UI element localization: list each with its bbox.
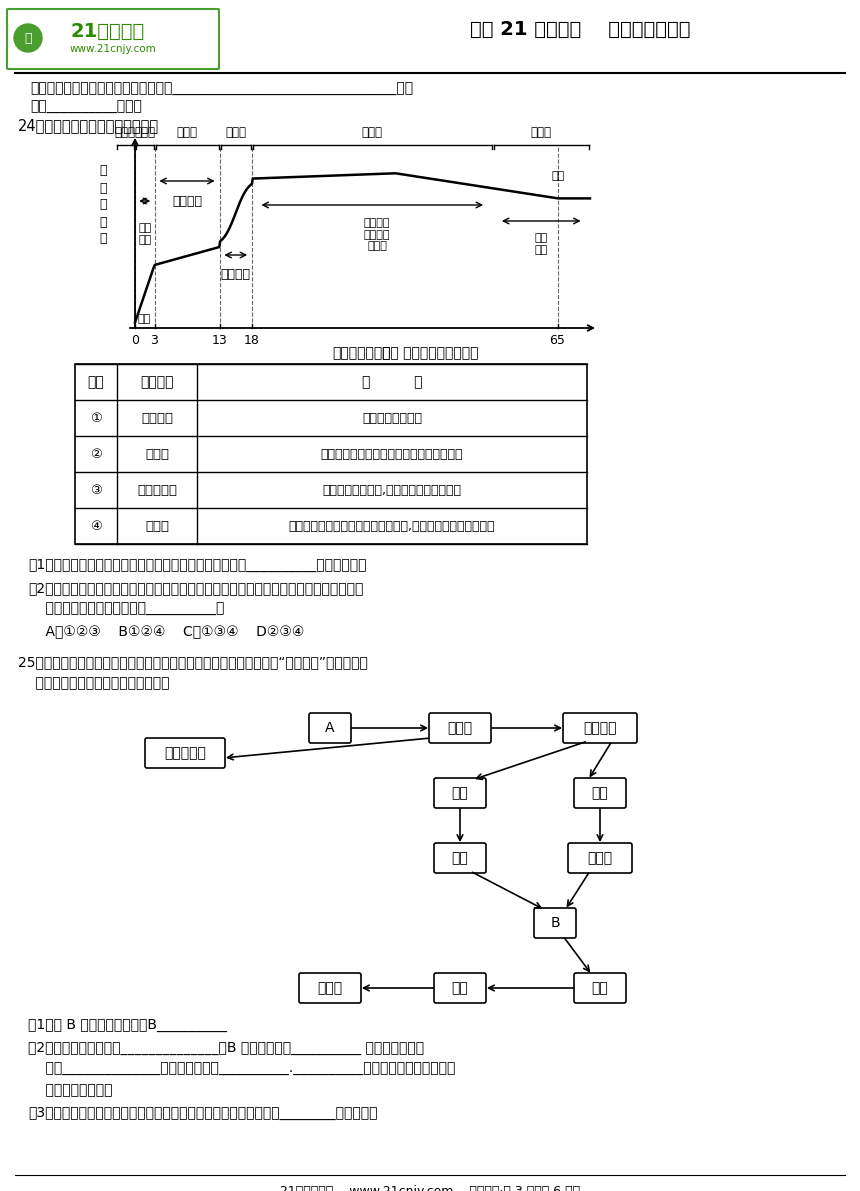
Text: 现代类人猿: 现代类人猿 — [164, 746, 206, 760]
Text: ②: ② — [90, 448, 102, 461]
Text: 性激素: 性激素 — [145, 519, 169, 532]
Text: 24、请根据下列图和表回答问题：: 24、请根据下列图和表回答问题： — [18, 118, 159, 133]
FancyBboxPatch shape — [568, 843, 632, 873]
Text: （2）产生精子的器官是______________。B 的形成发生在__________ 内。胎儿是在母: （2）产生精子的器官是______________。B 的形成发生在______… — [28, 1041, 424, 1055]
Text: 序号: 序号 — [88, 375, 104, 389]
Text: 人: 人 — [24, 31, 32, 44]
Text: 重: 重 — [99, 181, 107, 194]
FancyBboxPatch shape — [309, 713, 351, 743]
Text: 生长激素: 生长激素 — [141, 412, 173, 424]
Text: 体: 体 — [99, 164, 107, 177]
Text: 青春期: 青春期 — [317, 981, 342, 994]
FancyBboxPatch shape — [7, 10, 219, 69]
Text: （2）青春期生长发育的特征是身高、体重剧增，大脑兴奋性增强，第二性征出现。影响青: （2）青春期生长发育的特征是身高、体重剧增，大脑兴奋性增强，第二性征出现。影响青 — [28, 581, 364, 596]
Text: www.21cnjy.com: www.21cnjy.com — [70, 44, 157, 54]
Text: 25、人类从哪里来？我们每一个人又是怎样来到世界上的呢？以下是“人的由来”的相关概念: 25、人类从哪里来？我们每一个人又是怎样来到世界上的呢？以下是“人的由来”的相关… — [18, 655, 368, 669]
Circle shape — [14, 24, 42, 52]
Text: （1）在 B 处填入恰当的词：B__________: （1）在 B 处填入恰当的词：B__________ — [28, 1018, 227, 1031]
FancyBboxPatch shape — [434, 778, 486, 807]
Text: 胚胎期: 胚胎期 — [114, 126, 136, 139]
Text: 婴儿: 婴儿 — [452, 981, 469, 994]
Text: 道哪一具是女性尸体，你的判断依据是________________________________，它: 道哪一具是女性尸体，你的判断依据是_______________________… — [30, 82, 413, 96]
Text: 衰老期: 衰老期 — [531, 126, 552, 139]
Text: 身体
衰退: 身体 衰退 — [535, 233, 548, 255]
Text: 促进人体吸收的葡萄糖储存在肝脏和肌肉中: 促进人体吸收的葡萄糖储存在肝脏和肌肉中 — [321, 448, 464, 461]
Text: 表： 四种人体激素的功能: 表： 四种人体激素的功能 — [382, 347, 478, 360]
Text: 图，请根据图中提示回答有关问题。: 图，请根据图中提示回答有关问题。 — [18, 676, 169, 690]
Text: 春期生长发育的主要激素是__________。: 春期生长发育的主要激素是__________。 — [28, 601, 224, 616]
Text: 激素名称: 激素名称 — [140, 375, 174, 389]
Text: 胎儿: 胎儿 — [592, 981, 608, 994]
FancyBboxPatch shape — [429, 713, 491, 743]
Text: 登陆 21 世纪教育    助您教考全无忧: 登陆 21 世纪教育 助您教考全无忧 — [470, 20, 691, 39]
FancyBboxPatch shape — [434, 843, 486, 873]
Text: 促进生殖器官发育和生殖细胞的生成,激发和维持人的第二性征: 促进生殖器官发育和生殖细胞的生成,激发和维持人的第二性征 — [289, 519, 495, 532]
Text: ③: ③ — [90, 484, 102, 497]
Text: 3: 3 — [150, 333, 158, 347]
Text: 卵细胞: 卵细胞 — [587, 852, 612, 865]
Text: 65: 65 — [550, 333, 565, 347]
Text: ①: ① — [90, 412, 102, 424]
FancyBboxPatch shape — [574, 778, 626, 807]
FancyBboxPatch shape — [145, 738, 225, 768]
Text: 男性: 男性 — [452, 786, 469, 800]
Bar — [75, 364, 587, 544]
FancyBboxPatch shape — [574, 973, 626, 1003]
FancyBboxPatch shape — [299, 973, 361, 1003]
Text: 人类的生长曲线: 人类的生长曲线 — [333, 347, 391, 360]
Text: 女性: 女性 — [592, 786, 608, 800]
Text: 13: 13 — [212, 333, 227, 347]
Text: 少年期: 少年期 — [176, 126, 198, 139]
Text: 出生: 出生 — [137, 314, 150, 324]
Text: 精子: 精子 — [452, 852, 469, 865]
Text: 0: 0 — [131, 333, 139, 347]
Text: 迅速
生长: 迅速 生长 — [138, 223, 151, 244]
Text: B: B — [550, 916, 560, 930]
Text: 同时将废物排出。: 同时将废物排出。 — [28, 1083, 113, 1097]
Text: 促进体内新陈代谢,提高神经系统的兴奋性: 促进体内新陈代谢,提高神经系统的兴奋性 — [322, 484, 462, 497]
Text: 古人类: 古人类 — [447, 721, 472, 735]
Text: 功          能: 功 能 — [362, 375, 422, 389]
Text: 减慢生长: 减慢生长 — [172, 195, 202, 208]
Text: 18: 18 — [244, 333, 260, 347]
FancyBboxPatch shape — [534, 908, 576, 939]
Text: ④: ④ — [90, 519, 102, 532]
Text: 21世纪教育网    www.21cnjy.com    精品试卷·第 3 页（共 6 页）: 21世纪教育网 www.21cnjy.com 精品试卷·第 3 页（共 6 页） — [280, 1185, 580, 1191]
Text: 和: 和 — [99, 199, 107, 212]
Text: （1）在一个人的生命周期中，快速生长的两个阶段分别为__________期和青春期。: （1）在一个人的生命周期中，快速生长的两个阶段分别为__________期和青春… — [28, 559, 366, 572]
Text: 成年期: 成年期 — [362, 126, 383, 139]
Text: 属于__________性征。: 属于__________性征。 — [30, 100, 142, 114]
Text: 迅速生长: 迅速生长 — [221, 268, 251, 281]
Text: A．①②③    B①②④    C．①③④    D②③④: A．①②③ B①②④ C．①③④ D②③④ — [28, 625, 304, 640]
Text: 身: 身 — [99, 216, 107, 229]
Text: A: A — [325, 721, 335, 735]
Text: 体重或身
高逐渐停
止增长: 体重或身 高逐渐停 止增长 — [364, 218, 390, 251]
FancyBboxPatch shape — [434, 973, 486, 1003]
Text: 现代人类: 现代人类 — [583, 721, 617, 735]
Text: 体的______________中发育，并通过__________.__________从母体获得营养和氧气、: 体的______________中发育，并通过__________.______… — [28, 1062, 456, 1075]
FancyBboxPatch shape — [563, 713, 637, 743]
Text: 幼儿期: 幼儿期 — [134, 126, 156, 139]
Text: 甲状腔激素: 甲状腔激素 — [137, 484, 177, 497]
Text: 胰岛素: 胰岛素 — [145, 448, 169, 461]
Text: 青春期: 青春期 — [225, 126, 246, 139]
Text: 死亡: 死亡 — [551, 172, 564, 181]
Text: （3）青春期男孩女孩面临第一次遗精或月经初潮时，恰当的做法是________（可以选择: （3）青春期男孩女孩面临第一次遗精或月经初潮时，恰当的做法是________（可… — [28, 1106, 378, 1120]
Text: 控制人的生长发育: 控制人的生长发育 — [362, 412, 422, 424]
Text: 21世纪教育: 21世纪教育 — [70, 21, 144, 40]
Text: 高: 高 — [99, 232, 107, 245]
